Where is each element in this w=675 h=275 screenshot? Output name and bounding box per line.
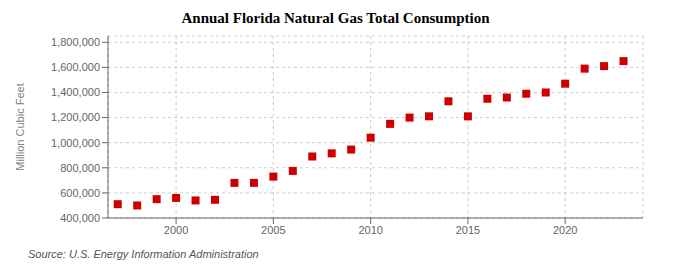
svg-text:Million Cubic Feet: Million Cubic Feet — [14, 83, 26, 170]
svg-text:2020: 2020 — [553, 224, 577, 236]
svg-text:2005: 2005 — [261, 224, 285, 236]
svg-text:1,400,000: 1,400,000 — [51, 86, 100, 98]
html-text:Annual Florida Natural Gas Tot: Annual Florida Natural Gas Total Consump… — [181, 10, 490, 26]
svg-text:400,000: 400,000 — [60, 212, 100, 224]
svg-text:2010: 2010 — [358, 224, 382, 236]
svg-text:1,800,000: 1,800,000 — [51, 36, 100, 48]
svg-text:600,000: 600,000 — [60, 187, 100, 199]
svg-text:800,000: 800,000 — [60, 162, 100, 174]
svg-text:1,200,000: 1,200,000 — [51, 111, 100, 123]
svg-text:2015: 2015 — [456, 224, 480, 236]
html-text:Source: U.S. Energy Informatio: Source: U.S. Energy Information Administ… — [28, 248, 259, 260]
svg-text:1,600,000: 1,600,000 — [51, 61, 100, 73]
svg-text:2000: 2000 — [164, 224, 188, 236]
svg-text:1,000,000: 1,000,000 — [51, 137, 100, 149]
